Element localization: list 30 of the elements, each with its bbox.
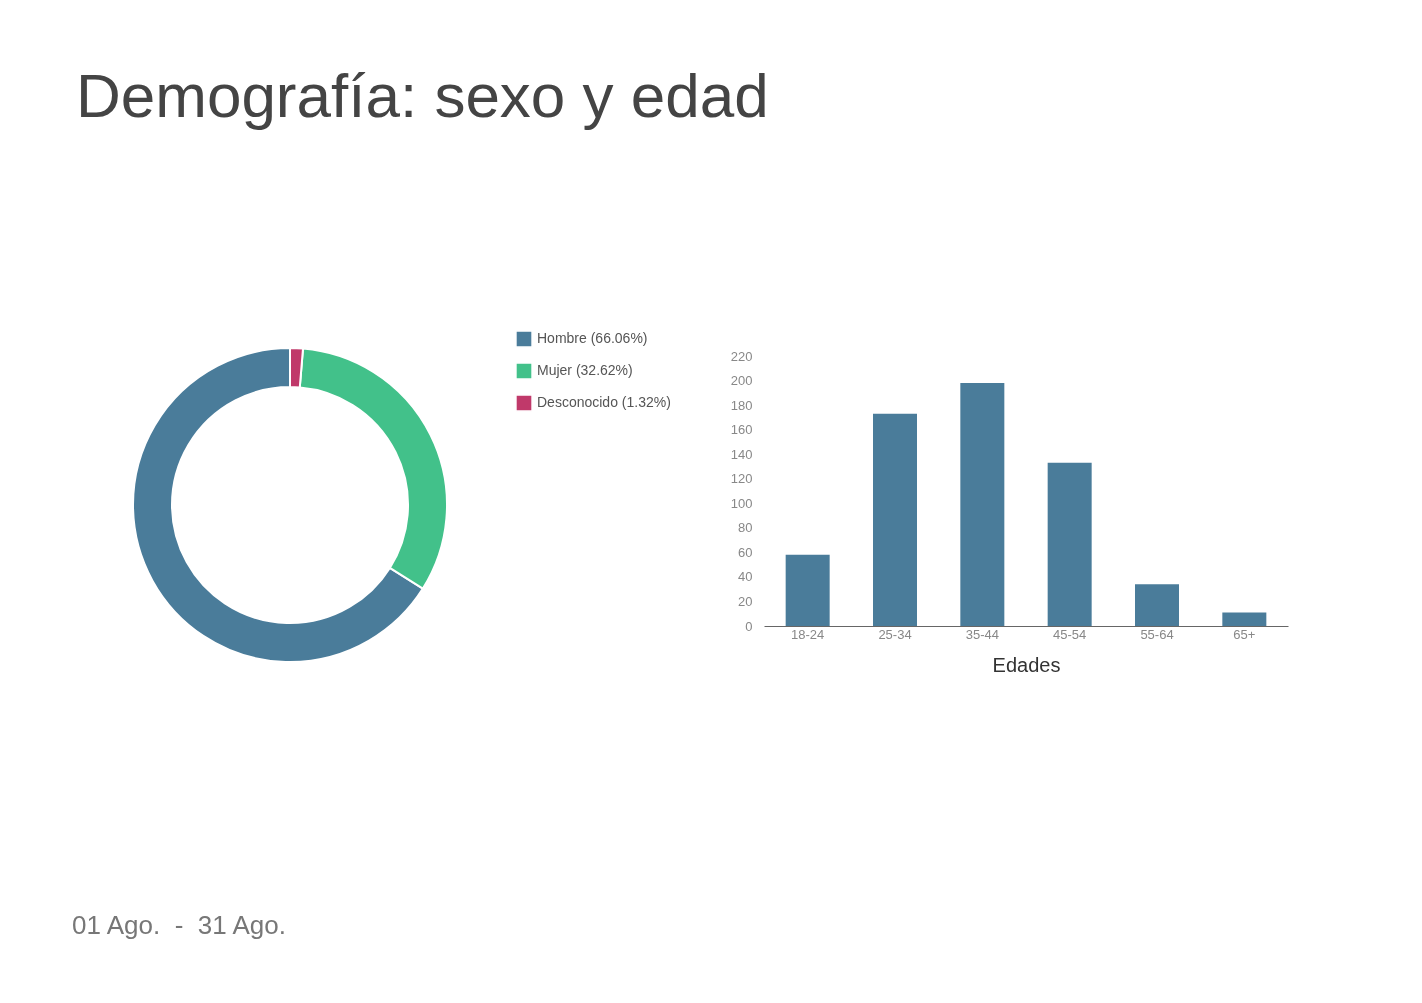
bar	[1135, 584, 1179, 626]
y-tick-label: 80	[738, 520, 753, 536]
bar	[785, 554, 830, 626]
y-tick-label: 120	[730, 471, 753, 487]
bar	[1222, 612, 1267, 626]
bar	[960, 383, 1005, 626]
y-tick-label: 140	[730, 446, 753, 462]
x-tick-label: 18-24	[791, 626, 825, 642]
chart-title: Demografía: sexo y edad	[76, 60, 769, 131]
legend-label: Desconocido (1.32%)	[537, 394, 671, 410]
legend-label: Mujer (32.62%)	[537, 362, 633, 378]
y-tick-label: 20	[738, 593, 753, 609]
y-tick-label: 40	[738, 569, 753, 585]
x-tick-label: 55-64	[1140, 626, 1174, 642]
bar	[1047, 462, 1092, 626]
x-tick-label: 35-44	[965, 626, 999, 642]
x-tick-label: 25-34	[878, 626, 912, 642]
x-tick-label: 65+	[1233, 626, 1256, 642]
y-tick-label: 180	[730, 397, 753, 413]
y-tick-label: 160	[730, 422, 753, 438]
bar	[873, 413, 917, 626]
y-tick-label: 60	[738, 544, 753, 560]
x-tick-label: 45-54	[1053, 626, 1087, 642]
y-tick-label: 220	[730, 348, 753, 364]
y-tick-label: 200	[730, 373, 753, 389]
y-tick-label: 0	[745, 618, 753, 634]
text: 01 Ago. - 31 Ago.	[72, 910, 286, 941]
y-tick-label: 100	[730, 495, 753, 511]
x-axis-title: Edades	[992, 653, 1061, 676]
legend-label: Hombre (66.06%)	[537, 330, 648, 346]
